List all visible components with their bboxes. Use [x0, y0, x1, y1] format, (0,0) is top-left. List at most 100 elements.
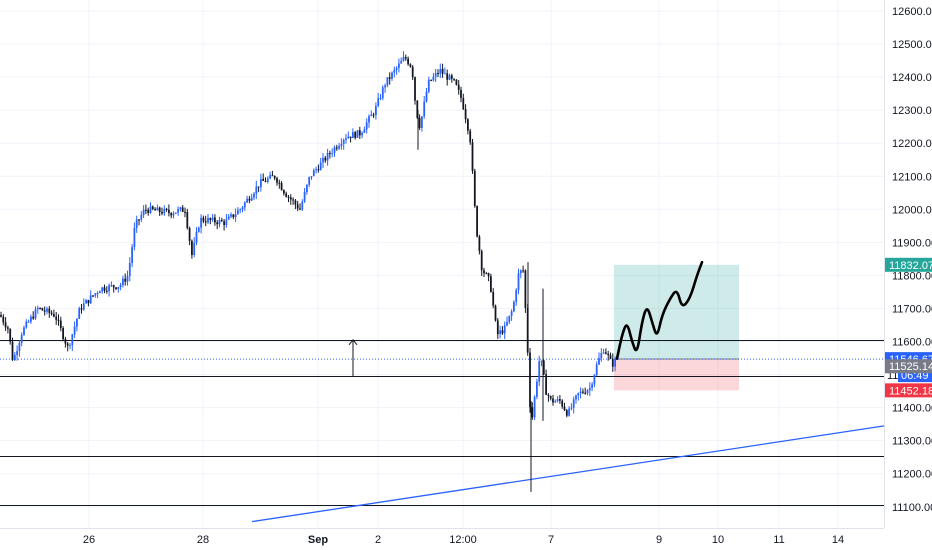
candle-up [391, 72, 393, 79]
candle-up [239, 209, 242, 211]
candle-up [73, 326, 76, 335]
candle-up [179, 207, 182, 210]
candle-down [2, 316, 5, 323]
candle-down [409, 64, 412, 67]
candle-down [437, 73, 439, 75]
candle-down [292, 199, 294, 201]
candle-down [407, 58, 409, 65]
candle-down [112, 285, 115, 288]
candle-up [128, 262, 131, 277]
candle-down [66, 343, 69, 346]
candle-up [315, 169, 317, 171]
candle-up [361, 132, 363, 136]
candle-down [501, 330, 504, 334]
candle-down [467, 119, 469, 131]
candle-up [499, 330, 501, 335]
range-arrow-head [348, 339, 358, 346]
target-tag-bg [885, 257, 932, 272]
candle-up [381, 87, 384, 98]
candle-down [441, 68, 444, 74]
candle-down [216, 222, 219, 225]
candle-up [101, 287, 104, 292]
candle-down [276, 178, 278, 183]
candle-down [11, 341, 14, 360]
y-tick-label: 11300.00 [892, 436, 932, 448]
candle-down [271, 175, 274, 177]
candle-down [611, 358, 614, 367]
candle-down [524, 270, 527, 308]
y-tick-label: 12300.00 [892, 105, 932, 117]
candle-up [425, 91, 428, 102]
candle-down [494, 305, 497, 321]
candle-up [579, 391, 582, 393]
candle-down [607, 353, 610, 356]
x-tick-label: 14 [832, 534, 844, 546]
candle-up [34, 309, 37, 319]
candle-up [20, 334, 23, 343]
candle-up [427, 79, 430, 92]
candle-down [138, 219, 140, 221]
candle-down [223, 221, 225, 226]
y-tick-label: 11700.00 [892, 303, 932, 315]
candle-down [563, 406, 566, 411]
candle-up [517, 273, 520, 290]
stop-zone [614, 359, 739, 391]
candle-up [230, 214, 232, 217]
x-tick-label: 28 [197, 534, 209, 546]
candle-up [108, 285, 110, 292]
candle-up [133, 227, 136, 247]
candle-up [570, 407, 573, 409]
candle-up [508, 315, 511, 323]
candle-down [480, 250, 483, 271]
candle-down [549, 396, 552, 399]
candle-up [172, 213, 175, 216]
candle-up [400, 60, 403, 64]
candle-up [379, 97, 382, 99]
candle-down [561, 400, 564, 407]
candle-down [105, 290, 108, 292]
candle-up [241, 207, 244, 210]
candle-down [354, 132, 357, 138]
candle-down [9, 328, 12, 342]
y-tick-label: 11100.00 [892, 502, 932, 514]
candle-down [50, 312, 53, 315]
candle-up [448, 75, 451, 80]
candle-up [312, 170, 315, 177]
x-tick-label: 9 [656, 534, 662, 546]
candle-up [126, 276, 129, 282]
candle-up [333, 147, 336, 154]
candle-down [168, 209, 170, 214]
candle-up [156, 207, 159, 211]
candle-down [457, 84, 460, 90]
candle-down [418, 117, 421, 128]
candle-up [301, 201, 304, 210]
stop-tag-bg [885, 383, 932, 398]
candle-up [510, 311, 513, 316]
y-tick-label: 12600.00 [892, 6, 932, 18]
candle-up [322, 157, 324, 163]
candle-down [232, 214, 235, 218]
candle-down [496, 320, 499, 335]
support-trendline [251, 425, 886, 523]
candle-down [64, 339, 67, 344]
candle-up [310, 176, 313, 178]
candle-up [402, 57, 405, 61]
y-tick-label: 11900.00 [892, 237, 932, 249]
candle-down [329, 152, 331, 154]
candle-down [584, 392, 587, 394]
candle-up [234, 214, 237, 218]
candle-down [209, 218, 212, 220]
candle-up [13, 354, 16, 360]
candle-up [82, 303, 85, 310]
y-tick-label: 12000.00 [892, 204, 932, 216]
horizontal-levels [0, 339, 884, 506]
candle-up [540, 360, 543, 362]
candle-down [158, 207, 161, 213]
candle-up [513, 301, 515, 312]
candle-down [545, 374, 547, 395]
candle-up [193, 242, 196, 255]
candle-down [372, 114, 375, 116]
candle-down [565, 410, 568, 416]
